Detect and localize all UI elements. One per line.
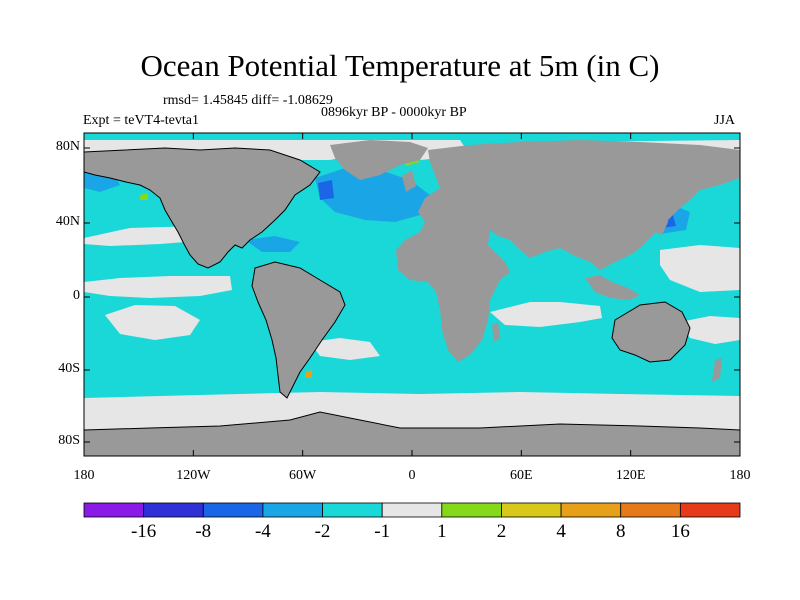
- madagascar: [492, 322, 500, 342]
- experiment-label: Expt = teVT4-tevta1: [83, 113, 199, 128]
- map-title: Ocean Potential Temperature at 5m (in C): [140, 48, 660, 83]
- longitude-tick-label: 120W: [176, 468, 211, 483]
- longitude-tick-label: 120E: [615, 468, 646, 483]
- longitude-tick-label: 60E: [510, 468, 533, 483]
- longitude-tick-label: 0: [408, 468, 416, 483]
- colorbar-swatch: [620, 502, 681, 518]
- british-isles: [402, 170, 416, 192]
- colorbar-swatch: [441, 502, 502, 518]
- longitude-tick-label: 180: [73, 468, 95, 483]
- colorbar-label: 16: [670, 521, 690, 542]
- colorbar-label: -2: [314, 521, 331, 542]
- colorbar-label: -16: [130, 521, 157, 542]
- new-zealand: [712, 358, 722, 382]
- antarctica: [84, 412, 740, 456]
- colorbar-label: 8: [615, 521, 626, 542]
- australia: [612, 302, 690, 362]
- north-america: [84, 148, 320, 268]
- colorbar-swatch: [679, 502, 741, 518]
- colorbar-swatch: [83, 502, 145, 518]
- map-plot-area: [84, 133, 740, 456]
- colorbar-swatch: [202, 502, 264, 518]
- stats-text: rmsd= 1.45845 diff= -1.08629: [163, 93, 333, 108]
- longitude-tick-label: 60W: [289, 468, 317, 483]
- eurasia-africa: [396, 140, 740, 362]
- land-masses: [84, 140, 740, 456]
- colorbar-swatch: [262, 502, 323, 518]
- colorbar-label: 1: [437, 521, 447, 542]
- south-america: [252, 262, 345, 398]
- period-text: 0896kyr BP - 0000kyr BP: [321, 105, 467, 120]
- colorbar-swatch: [143, 502, 204, 518]
- japan: [655, 202, 668, 235]
- colorbar-label: 4: [556, 521, 566, 542]
- latitude-tick-label: 80S: [58, 433, 80, 448]
- latitude-tick-label: 80N: [55, 139, 80, 154]
- colorbar-swatch: [501, 502, 562, 518]
- season-label: JJA: [714, 113, 736, 128]
- colorbar-swatch: [560, 502, 622, 518]
- colorbar-label: 2: [496, 521, 507, 542]
- colorbar: [83, 502, 741, 518]
- colorbar-swatch: [381, 502, 443, 518]
- coastlines: [84, 147, 740, 431]
- longitude-axis: [83, 133, 741, 456]
- colorbar-swatch: [322, 502, 383, 518]
- colorbar-label: -8: [195, 521, 212, 542]
- latitude-tick-label: 40S: [58, 361, 80, 376]
- colorbar-label: -4: [254, 521, 271, 542]
- latitude-axis: [84, 147, 740, 443]
- latitude-tick-label: 0: [73, 288, 80, 303]
- longitude-tick-label: 180: [729, 468, 751, 483]
- latitude-tick-label: 40N: [55, 214, 80, 229]
- colorbar-label: -1: [374, 521, 391, 542]
- maritime-continent: [585, 275, 640, 300]
- greenland: [330, 140, 428, 180]
